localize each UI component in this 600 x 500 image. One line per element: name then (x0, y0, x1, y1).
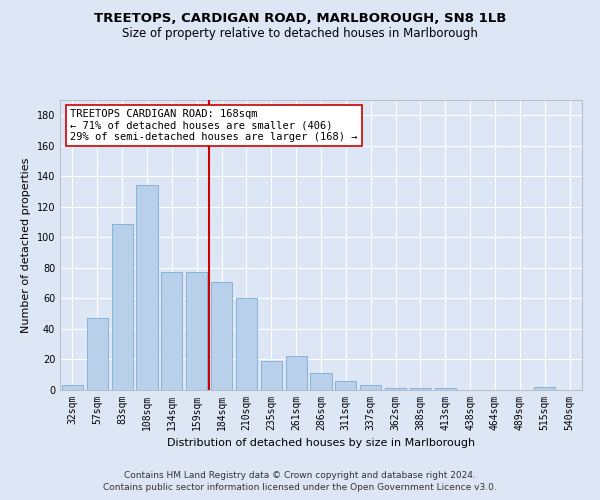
Bar (410, 388, 431, 390)
Bar (286, 356, 307, 390)
Bar (310, 373, 332, 390)
Bar (261, 361, 282, 390)
Bar (360, 386, 381, 390)
Bar (385, 388, 406, 390)
Bar (161, 272, 182, 390)
Bar (335, 381, 356, 390)
Text: Contains HM Land Registry data © Crown copyright and database right 2024.
Contai: Contains HM Land Registry data © Crown c… (103, 471, 497, 492)
Bar (534, 387, 555, 390)
Text: Size of property relative to detached houses in Marlborough: Size of property relative to detached ho… (122, 28, 478, 40)
Bar (211, 282, 232, 390)
Bar (186, 272, 207, 390)
Text: TREETOPS, CARDIGAN ROAD, MARLBOROUGH, SN8 1LB: TREETOPS, CARDIGAN ROAD, MARLBOROUGH, SN… (94, 12, 506, 26)
Y-axis label: Number of detached properties: Number of detached properties (21, 158, 31, 332)
Bar (236, 298, 257, 390)
Bar (112, 224, 133, 390)
Bar (435, 388, 456, 390)
Text: TREETOPS CARDIGAN ROAD: 168sqm
← 71% of detached houses are smaller (406)
29% of: TREETOPS CARDIGAN ROAD: 168sqm ← 71% of … (70, 108, 358, 142)
Bar (87, 318, 108, 390)
X-axis label: Distribution of detached houses by size in Marlborough: Distribution of detached houses by size … (167, 438, 475, 448)
Bar (136, 186, 158, 390)
Bar (62, 386, 83, 390)
